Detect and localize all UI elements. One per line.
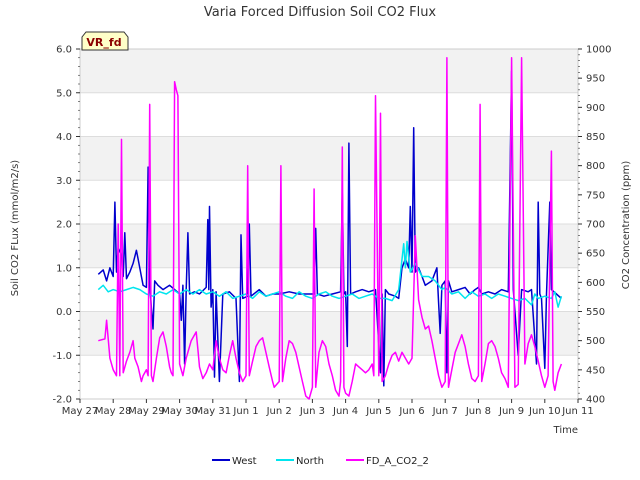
site-badge-label: VR_fd [86,36,121,49]
y2-tick-label: 500 [586,336,605,347]
series-layer [97,57,563,400]
series-line-west [97,70,562,387]
series-line-north [97,240,563,308]
y-tick-label: 0.0 [56,307,72,318]
y2-tick-label: 1000 [586,45,611,56]
y2-tick-label: 750 [586,190,605,201]
x-tick-label: Jun 3 [299,406,325,417]
site-badge-box [81,31,129,51]
y-tick-label: 6.0 [56,45,72,56]
y-axis-title: Soil CO2 FLux (mmol/m2/s) [10,160,21,297]
x-tick-label: May 31 [195,406,232,417]
y2-tick-label: 950 [586,74,605,85]
x-tick-label: Jun 11 [561,406,594,417]
y-tick-label: 1.0 [56,263,72,274]
y2-tick-label: 650 [586,249,605,260]
y2-tick-label: 600 [586,278,605,289]
y-tick-label: -2.0 [52,395,72,406]
x-tick-label: Jun 1 [232,406,258,417]
y-tick-label: 3.0 [56,176,72,187]
y-tick-label: 5.0 [56,88,72,99]
legend-label: FD_A_CO2_2 [366,456,429,467]
legend: West North FD_A_CO2_2 [212,456,429,467]
y2-tick-label: 900 [586,103,605,114]
y2-tick-label: 550 [586,307,605,318]
y-axis-left: -2.0 -1.0 0.0 1.0 2.0 3.0 4.0 5.0 6.0 [52,45,80,406]
y2-tick-label: 400 [586,395,605,406]
y2-axis-title: CO2 Concentration (ppm) [621,161,632,290]
y-tick-label: -1.0 [52,351,72,362]
y2-tick-label: 450 [586,365,605,376]
x-tick-label: Jun 2 [266,406,292,417]
y-tick-label: 4.0 [56,132,72,143]
legend-label: North [296,456,324,467]
plot-band [80,49,578,93]
y2-tick-label: 700 [586,220,605,231]
x-tick-label: Jun 5 [365,406,391,417]
y2-tick-label: 850 [586,132,605,143]
x-tick-label: Jun 9 [498,406,524,417]
x-tick-label: Jun 8 [465,406,491,417]
legend-label: West [232,456,257,467]
x-tick-label: May 30 [161,406,198,417]
plot-band [80,311,578,356]
x-tick-label: Jun 7 [432,406,458,417]
plot-band [80,136,578,181]
x-tick-label: May 28 [95,406,132,417]
series-line-fd-a-co2-2 [98,57,563,400]
x-tick-label: May 27 [62,406,99,417]
y-axis-right: 400 450 500 550 600 650 700 750 800 850 900 950 1000 [578,45,611,406]
x-tick-label: Jun 4 [332,406,358,417]
site-badge: VR_fd [81,31,129,51]
y2-tick-label: 800 [586,161,605,172]
x-tick-label: Jun 6 [398,406,424,417]
x-tick-label: Jun 10 [528,406,561,417]
x-tick-label: May 29 [128,406,165,417]
x-axis-title: Time [553,425,578,436]
plot-band [80,224,578,268]
chart-title: Varia Forced Diffusion Soil CO2 Flux [204,5,437,20]
y-tick-label: 2.0 [56,220,72,231]
